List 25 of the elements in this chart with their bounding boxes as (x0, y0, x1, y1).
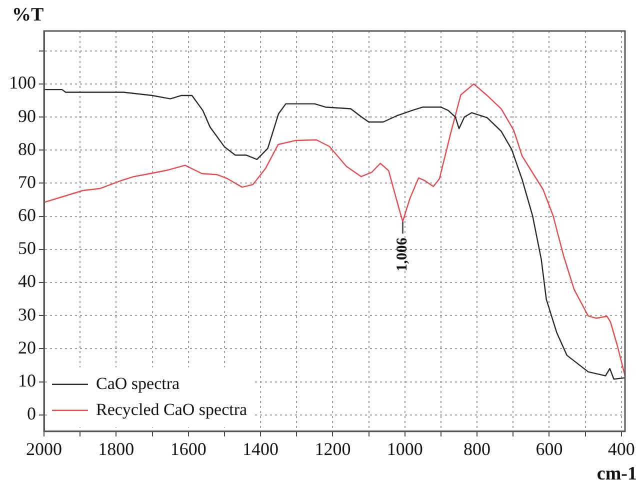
legend-label: Recycled CaO spectra (96, 400, 248, 419)
x-tick-label: 1600 (170, 438, 206, 459)
y-axis-title: %T (12, 4, 44, 26)
x-tick-label: 2000 (26, 438, 62, 459)
y-tick-label: 40 (18, 271, 36, 292)
y-tick-label: 20 (18, 337, 36, 358)
x-tick-label: 1200 (314, 438, 351, 459)
legend-label: CaO spectra (96, 374, 180, 393)
annotation: 1,006 (394, 237, 411, 272)
y-tick-label: 100 (9, 72, 36, 93)
x-tick-label: 600 (536, 438, 563, 459)
y-tick-label: 70 (18, 172, 36, 192)
y-tick-label: 90 (18, 106, 36, 126)
x-tick-label: 1400 (242, 438, 279, 459)
x-tick-label: 400 (608, 438, 635, 459)
y-tick-label: 80 (18, 138, 36, 159)
x-tick-label: 1000 (386, 438, 423, 459)
x-tick-label: 1800 (98, 438, 134, 459)
x-tick-label: 800 (464, 438, 491, 459)
y-tick-label: 10 (18, 370, 36, 390)
y-tick-label: 30 (18, 304, 36, 324)
x-axis-title: cm-1 (596, 463, 637, 484)
y-tick-label: 60 (18, 205, 36, 226)
y-tick-label: 0 (27, 404, 36, 424)
y-tick-label: 50 (18, 238, 36, 258)
